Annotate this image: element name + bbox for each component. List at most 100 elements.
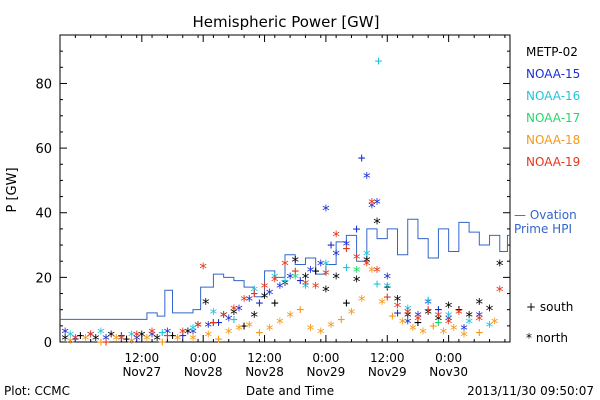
data-point-north: * — [199, 260, 208, 278]
series-noaa-17: * *+ — [291, 263, 443, 331]
data-point-north: * — [173, 331, 182, 349]
data-point-south: + — [342, 296, 350, 311]
data-point-north: * — [444, 308, 453, 326]
data-point-north: * — [71, 331, 80, 349]
y-tick-label: 40 — [35, 207, 52, 222]
marker-south-legend: + south — [526, 300, 573, 314]
data-point-south: + — [281, 274, 289, 289]
data-point-south: + — [179, 329, 187, 344]
data-point-north: * — [260, 279, 269, 297]
data-point-north: * — [495, 282, 504, 300]
data-point-north: * — [403, 305, 412, 323]
data-point-south: + — [240, 319, 248, 334]
data-point-north: * — [194, 318, 203, 336]
data-point-north: * — [490, 315, 499, 333]
data-point-north: * — [245, 292, 254, 310]
series-noaa-19: * * + * * * + * **+ * ** + * ** +* ***+* ***+* * *+ * ** ** — [71, 195, 504, 350]
data-point-north: * — [444, 298, 453, 316]
data-point-south: + — [394, 306, 402, 321]
data-point-south: + — [71, 332, 79, 347]
data-point-north: * — [327, 318, 336, 336]
data-point-north: * — [352, 263, 361, 281]
data-point-south: + — [271, 296, 279, 311]
y-axis-label: P [GW] — [5, 167, 20, 212]
data-point-north: * — [153, 331, 162, 349]
data-point-north: * — [485, 302, 494, 320]
data-point-north: * — [321, 202, 330, 220]
data-point-north: * — [178, 324, 187, 342]
x-tick-time-label: 12:00 — [247, 351, 282, 365]
data-point-north: * — [306, 321, 315, 339]
data-point-north: * — [275, 315, 284, 333]
data-point-north: * — [250, 282, 259, 300]
data-point-north: * — [332, 269, 341, 287]
data-point-south: + — [215, 316, 223, 331]
data-point-north: * — [112, 331, 121, 349]
data-point-north: * — [240, 292, 249, 310]
data-point-north: * — [291, 253, 300, 271]
data-point-north: * — [383, 279, 392, 297]
data-point-south: + — [117, 329, 125, 344]
data-point-north: * — [332, 227, 341, 245]
data-point-north: * — [91, 331, 100, 349]
data-point-north: * — [219, 308, 228, 326]
data-point-north: * — [444, 315, 453, 333]
series-noaa-16: * * * + ** +** + ** +*++**+* * * — [66, 54, 494, 346]
data-point-north: * — [393, 298, 402, 316]
data-point-south: + — [373, 277, 381, 292]
data-point-south: + — [342, 241, 350, 256]
legend-item-noaa-19: NOAA-19 — [526, 155, 580, 169]
data-point-north: * — [286, 269, 295, 287]
data-point-north: * — [362, 256, 371, 274]
data-point-north: * — [403, 308, 412, 326]
data-point-south: + — [256, 296, 264, 311]
marker-north-legend: * north — [526, 331, 568, 345]
data-point-north: * — [393, 292, 402, 310]
data-point-north: * — [449, 321, 458, 339]
data-point-north: * — [352, 273, 361, 291]
plot-area: 02040608012:00Nov270:00Nov2812:00Nov280:… — [35, 34, 511, 379]
plot-frame — [59, 34, 511, 343]
chart-title: Hemispheric Power [GW] — [193, 13, 380, 31]
x-tick-time-label: 0:00 — [312, 351, 339, 365]
data-point-south: + — [375, 54, 383, 69]
data-point-north: * — [132, 331, 141, 349]
data-point-south: + — [383, 290, 391, 305]
data-point-north: * — [163, 324, 172, 342]
ovation-legend-line1: — Ovation — [514, 208, 577, 222]
data-point-north: * — [148, 324, 157, 342]
data-point-north: * — [61, 331, 70, 349]
data-point-south: + — [158, 325, 166, 340]
data-point-south: + — [414, 316, 422, 331]
data-point-south: + — [424, 303, 432, 318]
data-point-north: * — [373, 195, 382, 213]
data-point-north: * — [316, 256, 325, 274]
data-point-north: * — [270, 273, 279, 291]
data-point-north: * — [234, 302, 243, 320]
data-point-north: * — [280, 276, 289, 294]
data-point-north: * — [373, 263, 382, 281]
data-point-north: * — [107, 328, 116, 346]
data-point-north: * — [362, 253, 371, 271]
data-point-north: * — [188, 324, 197, 342]
data-point-north: * — [229, 305, 238, 323]
data-point-north: * — [459, 321, 468, 339]
ovation-legend-line2: Prime HPI — [514, 222, 572, 236]
data-point-north: * — [424, 305, 433, 323]
y-tick-label: 60 — [35, 142, 52, 157]
data-point-north: * — [224, 324, 233, 342]
data-point-south: + — [250, 287, 258, 302]
data-point-north: * — [117, 331, 126, 349]
legend-item-noaa-15: NOAA-15 — [526, 67, 580, 81]
data-point-north: * — [66, 334, 75, 352]
data-point-north: * — [408, 321, 417, 339]
data-point-north: * — [127, 334, 136, 352]
data-point-north: * — [81, 331, 90, 349]
data-point-south: + — [312, 264, 320, 279]
data-point-north: * — [459, 328, 468, 346]
data-point-south: + — [353, 222, 361, 237]
x-tick-date-label: Nov28 — [184, 365, 223, 379]
data-point-south: + — [337, 312, 345, 327]
data-point-south: + — [209, 316, 217, 331]
data-point-north: * — [301, 269, 310, 287]
